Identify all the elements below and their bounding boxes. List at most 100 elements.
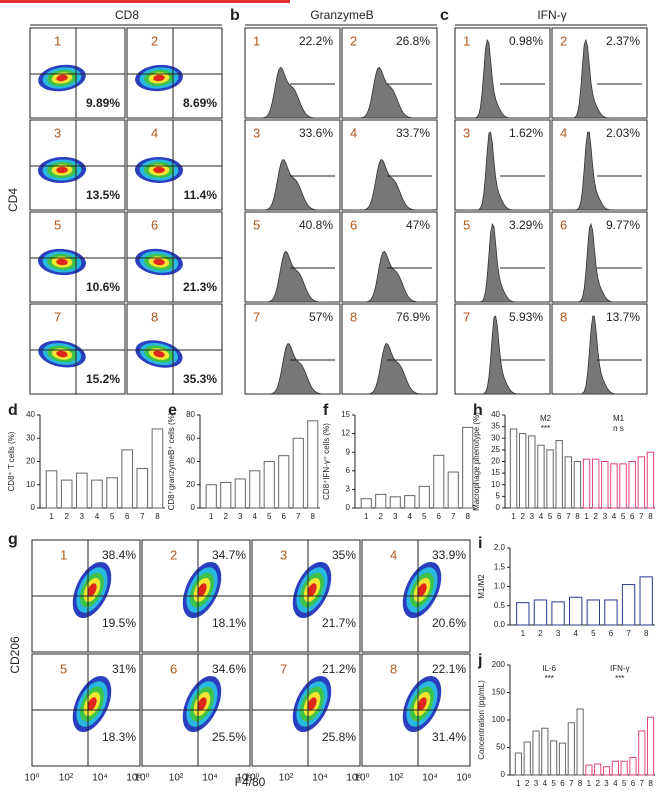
x-tick-label: 6 xyxy=(282,512,287,521)
plot-frame xyxy=(126,27,223,119)
bar xyxy=(518,433,527,509)
bar xyxy=(591,458,600,509)
bar xyxy=(45,470,58,509)
y-tick-label: 50 xyxy=(496,743,505,752)
plot-frame xyxy=(29,211,126,303)
x-tick-label: 7 xyxy=(451,512,456,521)
percentage: 0.98% xyxy=(509,34,543,48)
bar xyxy=(551,601,565,626)
x-tick-label: 10⁰ xyxy=(24,773,39,784)
bar xyxy=(611,760,619,776)
bar xyxy=(418,485,430,509)
x-tick-label: 6 xyxy=(631,779,636,788)
x-tick-label: 10⁴ xyxy=(312,773,327,784)
percentage: 13.7% xyxy=(606,310,640,324)
x-tick-label: 5 xyxy=(267,512,272,521)
x-tick-label: 4 xyxy=(539,512,544,521)
y-tick-label: 2.0 xyxy=(494,543,506,552)
plot-frame xyxy=(126,119,223,211)
density xyxy=(307,697,317,711)
percentage: 1.62% xyxy=(509,126,543,140)
plot-number: 7 xyxy=(280,661,287,676)
percentage: 13.5% xyxy=(86,188,120,202)
series-label: IL-6 xyxy=(542,664,556,673)
plot-number: 7 xyxy=(463,309,470,324)
plot-frame xyxy=(29,27,126,119)
percentage: 11.4% xyxy=(184,188,218,202)
bar xyxy=(585,764,593,776)
annotation: *** xyxy=(615,674,624,683)
y-axis-label: Macrophage phenotype (%) xyxy=(472,412,481,511)
bar xyxy=(567,722,575,776)
x-tick-label: 8 xyxy=(311,512,316,521)
x-tick-label: 8 xyxy=(466,512,471,521)
percentage: 3.29% xyxy=(509,218,543,232)
bar xyxy=(389,496,401,509)
y-axis-label: CD8⁺granzymeB⁺ cells (%) xyxy=(167,412,176,510)
x-tick-label: 5 xyxy=(622,779,627,788)
percentage: 76.9% xyxy=(396,310,430,324)
bar xyxy=(360,498,372,509)
bar xyxy=(278,455,290,509)
plot-number: 1 xyxy=(60,547,67,562)
bar xyxy=(509,428,518,509)
y-tick-label: 6 xyxy=(346,466,351,475)
y-tick-label: 60 xyxy=(186,433,195,442)
y-tick-label: 1.0 xyxy=(494,582,506,591)
plot-number: 8 xyxy=(350,309,357,324)
y-tick-label: 0 xyxy=(501,770,506,779)
bar xyxy=(433,454,445,509)
percentage: 9.89% xyxy=(86,96,120,110)
x-tick-label: 10² xyxy=(169,773,184,784)
plot-number: 8 xyxy=(151,309,158,324)
bar xyxy=(106,477,118,509)
plot-number: 4 xyxy=(350,125,357,140)
x-tick-label: 1 xyxy=(521,629,526,638)
x-tick-label: 6 xyxy=(557,512,562,521)
x-tick-label: 7 xyxy=(569,779,574,788)
percentage: 9.77% xyxy=(606,218,640,232)
plot-number: 6 xyxy=(560,217,567,232)
y-axis-label: Concentration (pg/mL) xyxy=(477,680,486,760)
bar xyxy=(220,481,232,509)
bar xyxy=(514,752,522,776)
y-tick-label: 9 xyxy=(346,447,351,456)
panel-letter: d xyxy=(8,402,18,419)
annotation: n s xyxy=(613,424,624,433)
x-tick-label: 10⁶ xyxy=(236,773,251,784)
plot-number: 1 xyxy=(54,33,61,48)
x-tick-label: 10² xyxy=(279,773,294,784)
plot-number: 1 xyxy=(463,33,470,48)
density xyxy=(56,166,68,174)
x-tick-label: 2 xyxy=(525,779,530,788)
x-tick-label: 7 xyxy=(640,779,645,788)
density xyxy=(56,74,68,82)
density xyxy=(197,697,207,711)
percentage: 40.8% xyxy=(299,218,333,232)
bar xyxy=(205,484,217,509)
bar xyxy=(234,478,246,509)
panel-letter: c xyxy=(440,7,449,24)
density xyxy=(56,258,68,266)
y-axis-label: CD4 xyxy=(6,188,20,212)
bar xyxy=(249,470,261,509)
x-tick-label: 10² xyxy=(59,773,74,784)
x-tick-label: 2 xyxy=(379,512,384,521)
percentage: 19.5% xyxy=(102,616,136,630)
density xyxy=(87,697,97,711)
x-tick-label: 4 xyxy=(253,512,258,521)
y-tick-label: 0 xyxy=(31,503,36,512)
y-tick-label: 15 xyxy=(491,468,500,477)
y-tick-label: 0 xyxy=(496,503,501,512)
percentage: 26.8% xyxy=(396,34,430,48)
bar xyxy=(550,740,558,776)
x-tick-label: 5 xyxy=(621,512,626,521)
plot-number: 6 xyxy=(170,661,177,676)
y-tick-label: 30 xyxy=(491,433,500,442)
percentage: 57% xyxy=(309,310,333,324)
plot-frame xyxy=(126,211,223,303)
bar xyxy=(263,461,275,509)
histogram xyxy=(250,66,335,119)
x-tick-label: 10⁰ xyxy=(134,773,149,784)
x-tick-label: 8 xyxy=(155,512,160,521)
